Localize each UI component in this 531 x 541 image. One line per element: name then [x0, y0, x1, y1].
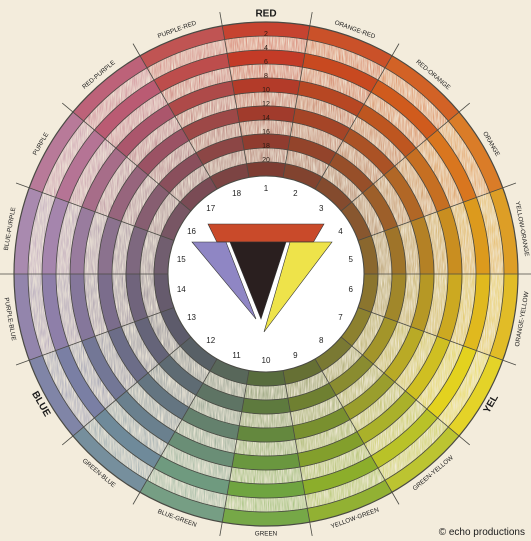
wheel-spoke-line — [219, 11, 250, 178]
segment-number: 18 — [232, 189, 241, 198]
wheel-spoke-line — [61, 336, 192, 446]
color-triangle — [191, 223, 333, 333]
wheel-spoke-line — [15, 182, 175, 241]
wheel-segment-band — [246, 161, 286, 178]
wheel-spoke-line — [340, 336, 471, 446]
ring-number: 16 — [262, 129, 270, 136]
segment-number: 7 — [338, 313, 343, 322]
wheel-spoke-lines — [0, 11, 531, 537]
segment-number: 17 — [206, 204, 215, 213]
ring-number: 2 — [264, 31, 268, 38]
wheel-spoke-line — [61, 102, 192, 212]
segment-number: 12 — [206, 336, 215, 345]
wheel-segment-band — [246, 370, 286, 387]
segment-number: 15 — [177, 255, 186, 264]
triangle-center — [216, 241, 314, 320]
wheel-segment-band — [241, 397, 291, 415]
wheel-spoke-line — [219, 370, 250, 537]
segment-number: 4 — [338, 227, 343, 236]
segment-number: 2 — [293, 189, 298, 198]
triangle-left-band — [191, 241, 257, 320]
wheel-spoke-line — [282, 11, 313, 178]
segment-label: GREEN — [255, 531, 278, 538]
segment-number: 6 — [348, 285, 353, 294]
ring-number: 6 — [264, 59, 268, 66]
segment-number: 3 — [319, 204, 324, 213]
wheel-spoke-line — [314, 43, 400, 190]
segment-number: 11 — [232, 351, 241, 360]
wheel-spoke-line — [282, 370, 313, 537]
segment-number: 9 — [293, 351, 298, 360]
ring-number: 12 — [262, 101, 270, 108]
ring-number: 20 — [262, 157, 270, 164]
segment-label: RED — [255, 9, 276, 20]
wheel-spoke-line — [357, 182, 517, 241]
ring-number: 18 — [262, 143, 270, 150]
wheel-spoke-line — [15, 307, 175, 366]
ring-number-labels: 2 4 6 8 10 12 14 16 18 20 — [262, 31, 270, 164]
segment-number: 14 — [177, 285, 186, 294]
segment-number: 13 — [187, 313, 196, 322]
wheel-spoke-line — [314, 358, 400, 505]
triangle-top-band — [207, 223, 325, 243]
ring-number: 8 — [264, 73, 268, 80]
segment-number: 5 — [348, 255, 353, 264]
segment-number: 16 — [187, 227, 196, 236]
segment-label: PURPLE-BLUE — [3, 297, 17, 341]
segment-number: 10 — [262, 356, 271, 365]
ring-number: 14 — [262, 115, 270, 122]
segment-number: 8 — [319, 336, 324, 345]
wheel-spoke-line — [340, 102, 471, 212]
wheel-segment-band — [243, 383, 289, 401]
segment-number: 1 — [264, 184, 269, 193]
wheel-spoke-line — [132, 358, 218, 505]
wheel-spoke-line — [132, 43, 218, 190]
ring-number: 4 — [264, 45, 268, 52]
copyright-credit: © echo productions — [438, 527, 525, 538]
wheel-spoke-line — [357, 307, 517, 366]
ring-number: 10 — [262, 87, 270, 94]
